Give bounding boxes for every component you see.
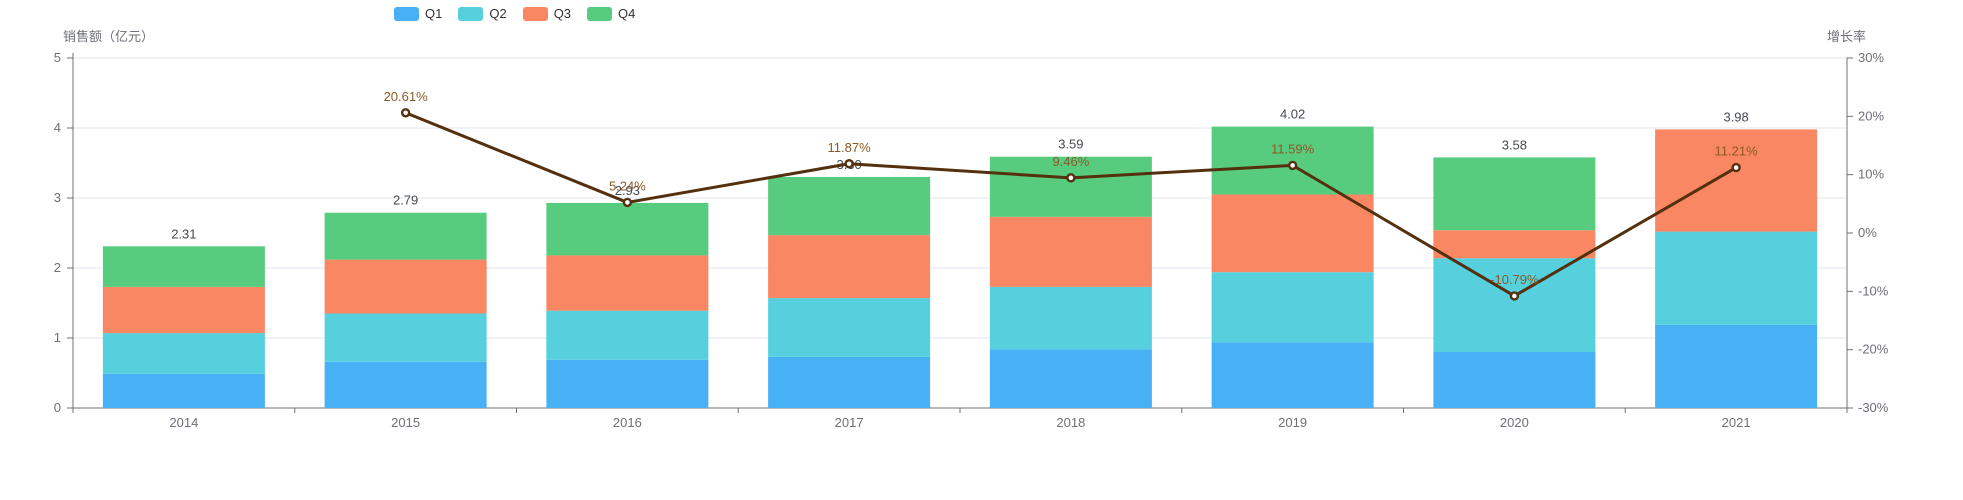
legend-swatch-q4 [587, 6, 613, 21]
left-axis-tick-label: 5 [54, 50, 61, 65]
bar-segment-q3-2016[interactable] [546, 255, 709, 311]
bar-segment-q4-2019[interactable] [1211, 126, 1374, 195]
bar-segment-q1-2015[interactable] [324, 361, 487, 408]
legend-item-q1[interactable]: Q1 [394, 6, 442, 21]
left-axis-title: 销售额（亿元） [63, 29, 155, 44]
right-axis-tick-label: 20% [1858, 108, 1884, 123]
right-axis-tick-label: 10% [1858, 167, 1884, 182]
left-axis-tick-label: 4 [54, 120, 61, 135]
x-axis-category-label: 2014 [169, 415, 198, 430]
x-axis-category-label: 2019 [1278, 415, 1307, 430]
x-axis-category-label: 2016 [613, 415, 642, 430]
bar-segment-q2-2016[interactable] [546, 310, 709, 360]
bar-segment-q4-2018[interactable] [989, 156, 1152, 217]
right-axis-tick-label: 0% [1858, 225, 1877, 240]
bar-segment-q1-2017[interactable] [768, 356, 931, 408]
growth-point-2020[interactable] [1509, 291, 1520, 301]
bar-segment-q4-2017[interactable] [768, 177, 931, 236]
bar-segment-q2-2015[interactable] [324, 313, 487, 362]
growth-point-2019[interactable] [1287, 160, 1298, 171]
growth-point-label: 11.59% [1271, 141, 1315, 156]
bar-total-label: 2.31 [171, 226, 196, 241]
bar-segment-q4-2014[interactable] [102, 246, 265, 287]
bar-total-label: 4.02 [1280, 107, 1305, 122]
bar-segment-q1-2018[interactable] [989, 349, 1152, 408]
right-axis-tick-label: -20% [1858, 342, 1889, 357]
right-axis-tick-label: 30% [1858, 50, 1884, 65]
growth-point-2017[interactable] [844, 159, 854, 169]
bar-segment-q2-2019[interactable] [1211, 272, 1374, 343]
bar-segment-q3-2017[interactable] [768, 235, 931, 299]
bar-segment-q1-2016[interactable] [546, 359, 709, 408]
x-axis-category-label: 2020 [1500, 415, 1529, 430]
legend-item-q4[interactable]: Q4 [587, 6, 635, 21]
bar-segment-q4-2015[interactable] [324, 212, 487, 260]
chart-legend: Q1 Q2 Q3 Q4 [394, 6, 635, 21]
growth-point-2018[interactable] [1066, 173, 1076, 183]
bar-segment-q3-2019[interactable] [1211, 194, 1374, 273]
legend-swatch-q3 [522, 6, 548, 21]
left-axis-tick-label: 1 [54, 330, 61, 345]
x-axis-category-label: 2017 [835, 415, 864, 430]
growth-point-label: 20.61% [384, 89, 429, 104]
bar-segment-q3-2020[interactable] [1433, 230, 1596, 259]
growth-point-label: 5.24% [609, 178, 646, 193]
legend-label: Q2 [489, 6, 507, 21]
bar-segment-q2-2021[interactable] [1655, 231, 1818, 325]
bar-segment-q4-2016[interactable] [546, 202, 709, 256]
legend-item-q2[interactable]: Q2 [458, 6, 507, 21]
bar-segment-q1-2014[interactable] [102, 373, 265, 408]
x-axis-category-label: 2015 [391, 415, 420, 430]
growth-point-label: 9.46% [1052, 154, 1089, 169]
legend-label: Q4 [618, 6, 636, 21]
x-axis-category-label: 2021 [1722, 415, 1751, 430]
growth-point-label: 11.87% [828, 140, 872, 155]
bar-segment-q3-2018[interactable] [989, 216, 1152, 287]
bar-segment-q1-2020[interactable] [1433, 352, 1596, 408]
bar-segment-q2-2020[interactable] [1433, 258, 1596, 352]
left-axis-tick-label: 2 [54, 260, 61, 275]
legend-swatch-q2 [458, 6, 484, 21]
legend-label: Q1 [425, 6, 443, 21]
bar-total-label: 3.59 [1058, 137, 1083, 152]
growth-point-2015[interactable] [400, 108, 411, 118]
bar-segment-q2-2014[interactable] [102, 333, 265, 374]
right-axis-title: 增长率 [1827, 29, 1867, 44]
bar-total-label: 2.93 [615, 183, 640, 198]
left-axis-tick-label: 3 [54, 190, 61, 205]
bar-total-label: 2.79 [393, 193, 418, 208]
bar-segment-q3-2021[interactable] [1655, 129, 1818, 232]
legend-swatch-q1 [394, 6, 419, 21]
legend-label: Q3 [553, 6, 572, 21]
left-axis-tick-label: 0 [54, 400, 61, 415]
growth-point-2021[interactable] [1731, 162, 1741, 173]
bar-segment-q3-2015[interactable] [324, 259, 487, 314]
growth-point-2016[interactable] [622, 197, 633, 208]
bar-segment-q1-2021[interactable] [1655, 324, 1818, 408]
bar-segment-q2-2018[interactable] [989, 286, 1152, 350]
bar-total-label: 3.58 [1502, 137, 1527, 152]
bar-segment-q3-2014[interactable] [102, 286, 265, 334]
growth-point-label: 11.21% [1715, 144, 1759, 159]
bar-total-label: 3.98 [1723, 109, 1748, 124]
growth-point-label: -10.79% [1490, 272, 1539, 287]
right-axis-tick-label: -10% [1858, 283, 1889, 298]
legend-item-q3[interactable]: Q3 [522, 6, 572, 21]
x-axis-category-label: 2018 [1056, 415, 1085, 430]
bar-segment-q2-2017[interactable] [768, 298, 931, 357]
bar-segment-q1-2019[interactable] [1211, 342, 1374, 408]
bar-segment-q4-2020[interactable] [1433, 157, 1596, 231]
right-axis-tick-label: -30% [1858, 400, 1889, 415]
